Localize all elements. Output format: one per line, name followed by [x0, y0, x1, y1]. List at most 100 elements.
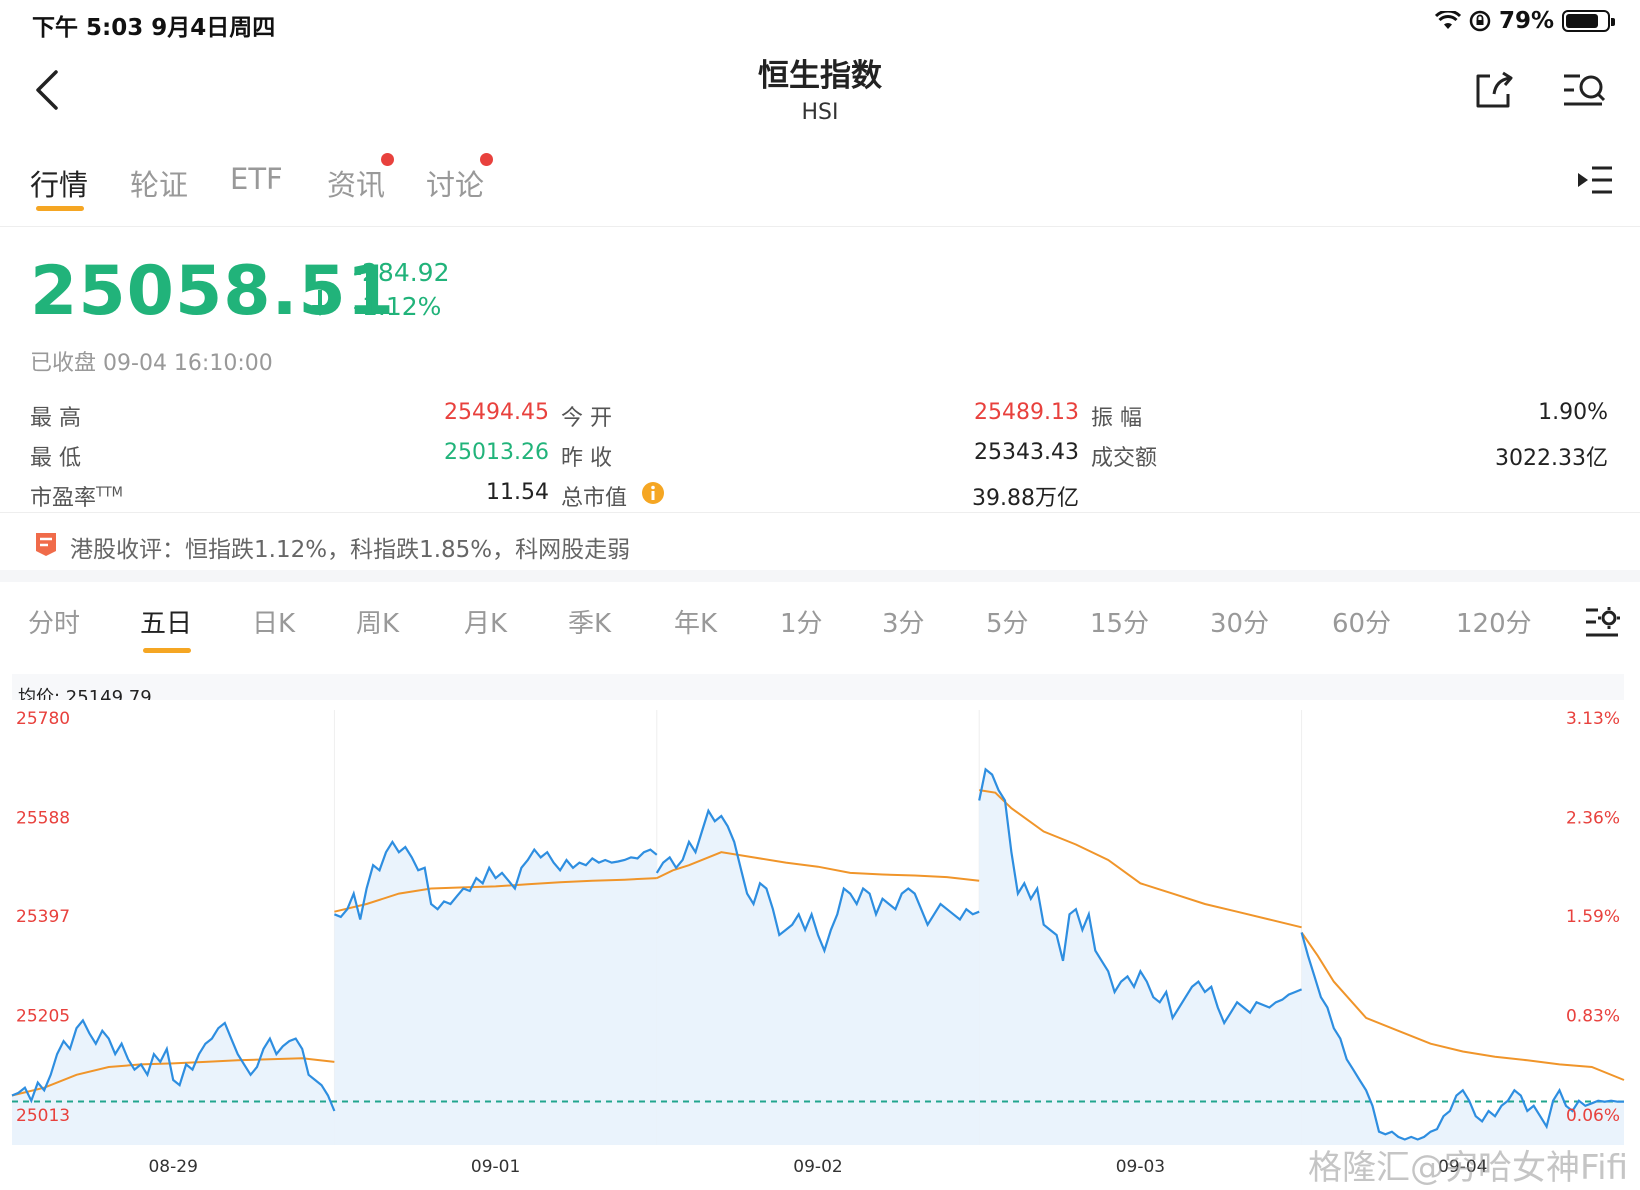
stat-label-text: 昨 收	[561, 446, 612, 471]
period-tab-7[interactable]: 1分	[780, 609, 823, 639]
stat-value: 11.54	[486, 480, 549, 505]
watermark: 格隆汇@穷哈女神Fifi	[1308, 1148, 1628, 1188]
search-icon[interactable]	[1562, 70, 1608, 112]
period-tab-8[interactable]: 3分	[882, 609, 925, 639]
x-day-label: 08-29	[148, 1157, 197, 1177]
stat-value: 25489.13	[974, 400, 1079, 425]
price-area-day-3	[979, 769, 1302, 1145]
period-tab-12[interactable]: 60分	[1332, 609, 1392, 639]
stat-label: 昨 收	[561, 440, 612, 472]
y-tick-label: 25588	[16, 808, 70, 828]
stat-label: 总市值	[561, 480, 627, 512]
pct-tick-label: 1.59%	[1566, 907, 1620, 927]
back-icon[interactable]	[32, 68, 60, 112]
pct-tick-label: 2.36%	[1566, 808, 1620, 828]
period-tab-2[interactable]: 日K	[252, 609, 296, 639]
stat-value: 1.90%	[1538, 400, 1608, 425]
battery-icon	[1562, 10, 1615, 32]
price-change-pct: -1.12%	[353, 292, 442, 321]
pct-tick-label: 3.13%	[1566, 709, 1620, 729]
stat-label-text: 成交额	[1091, 446, 1158, 471]
x-day-label: 09-04	[1438, 1157, 1487, 1177]
y-tick-label: 25780	[16, 709, 70, 729]
stat-label-text: 最 低	[30, 446, 81, 471]
x-day-label: 09-02	[793, 1157, 842, 1177]
avg-line-day-2	[656, 851, 980, 882]
battery-percent: 79%	[1498, 8, 1554, 34]
period-tab-0[interactable]: 分时	[28, 609, 81, 639]
tab-3[interactable]: 资讯	[327, 168, 386, 202]
period-tab-13[interactable]: 120分	[1456, 609, 1532, 639]
stat-value: 25494.45	[444, 400, 549, 425]
collapse-menu-icon[interactable]	[1576, 164, 1614, 196]
tab-2[interactable]: ETF	[230, 162, 283, 196]
stat-label-text: 振 幅	[1091, 406, 1142, 431]
market-status: 已收盘 09-04 16:10:00	[30, 345, 273, 377]
section-separator	[0, 570, 1640, 582]
status-time: 下午 5:03 9月4日周四	[32, 15, 276, 41]
price-area-day-2	[656, 810, 980, 1145]
stat-label: 今 开	[561, 400, 612, 432]
tab-1[interactable]: 轮证	[130, 168, 189, 202]
pct-tick-label: 0.83%	[1566, 1007, 1620, 1027]
stat-label-text: 今 开	[561, 406, 612, 431]
tab-notification-dot	[381, 153, 394, 166]
avg-line-day-3	[979, 789, 1302, 929]
x-day-label: 09-03	[1116, 1157, 1165, 1177]
price-line-day-3	[978, 767, 1303, 1026]
tab-notification-dot	[480, 153, 493, 166]
x-day-label: 09-01	[471, 1157, 520, 1177]
page-title: 恒生指数	[758, 58, 882, 94]
stat-label: 振 幅	[1091, 400, 1142, 432]
avg-line-day-0	[11, 1057, 335, 1097]
period-tab-4[interactable]: 月K	[464, 609, 508, 639]
period-tab-11[interactable]: 30分	[1210, 609, 1270, 639]
stat-label-text: 总市值	[561, 486, 628, 511]
wifi-icon	[1434, 11, 1461, 29]
news-icon	[36, 533, 56, 556]
stat-value: 25343.43	[974, 440, 1079, 465]
stat-label: 最 高	[30, 400, 81, 432]
stat-value: 39.88万亿	[972, 486, 1079, 511]
y-tick-label: 25205	[16, 1007, 70, 1027]
avg-line-day-4	[1300, 931, 1625, 1081]
y-tick-label: 25013	[16, 1106, 70, 1126]
avg-line-day-1	[334, 877, 657, 913]
stat-label: 最 低	[30, 440, 81, 472]
market-status-label: 已收盘	[30, 351, 97, 376]
share-icon[interactable]	[1472, 70, 1516, 112]
stat-label: 成交额	[1091, 440, 1157, 472]
stat-label: 市盈率TTM	[30, 480, 123, 512]
down-arrow-icon	[312, 290, 328, 316]
stat-value: 25013.26	[444, 440, 549, 465]
five-day-chart[interactable]: 25780 3.13% 25588 2.36% 25397 1.59% 25205 0.83%…	[0, 700, 1640, 1190]
period-tab-10[interactable]: 15分	[1090, 609, 1150, 639]
period-tab-9[interactable]: 5分	[986, 609, 1029, 639]
last-price: 25058.51	[30, 252, 396, 331]
stats-divider	[0, 512, 1640, 513]
period-tab-3[interactable]: 周K	[356, 609, 400, 639]
news-headline[interactable]: 港股收评：恒指跌1.12%，科指跌1.85%，科网股走弱	[70, 537, 631, 563]
price-area-day-0	[12, 1020, 335, 1145]
quote-timestamp: 09-04 16:10:00	[103, 351, 273, 376]
status-icons: 79%	[1434, 8, 1615, 34]
period-tab-5[interactable]: 季K	[568, 609, 612, 639]
price-area-day-4	[1301, 932, 1624, 1145]
stat-label-text: 最 高	[30, 406, 81, 431]
page-subtitle: HSI	[801, 100, 839, 125]
tab-4[interactable]: 讨论	[426, 168, 485, 202]
price-area-day-1	[334, 841, 657, 1145]
header-divider	[0, 226, 1640, 227]
screen-lock-icon	[1469, 10, 1491, 32]
period-tab-6[interactable]: 年K	[674, 609, 718, 639]
price-line-day-2	[655, 808, 980, 954]
stat-label-sup: TTM	[96, 485, 123, 501]
period-tab-1[interactable]: 五日	[140, 609, 193, 639]
y-tick-label: 25397	[16, 907, 70, 927]
price-line-day-0	[11, 1018, 336, 1112]
info-icon[interactable]	[641, 481, 665, 505]
tab-0[interactable]: 行情	[30, 168, 89, 202]
chart-settings-icon[interactable]	[1584, 604, 1620, 638]
price-line-day-4	[1300, 932, 1624, 1141]
pct-tick-label: 0.06%	[1566, 1106, 1620, 1126]
